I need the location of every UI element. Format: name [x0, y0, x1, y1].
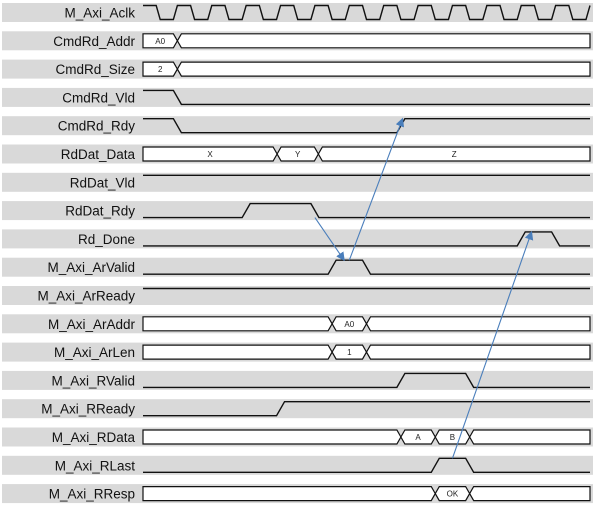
lane-m-axi-rlast	[2, 455, 593, 475]
wave-cmdrd-rdy	[143, 118, 590, 134]
signal-label-rddat-data: RdDat_Data	[61, 147, 136, 162]
causality-arrows	[314, 117, 534, 459]
signal-labels: M_Axi_Aclk CmdRd_Addr CmdRd_Size CmdRd_Vld C…	[37, 6, 135, 502]
bus-value-m-axi-arlen: 1	[347, 348, 352, 357]
bus-segment-m-axi-rresp	[468, 486, 591, 502]
bus-segment-m-axi-rresp	[142, 486, 436, 502]
wave-rd-done	[143, 231, 590, 247]
wave-m-axi-rready	[143, 401, 590, 417]
bus-value-rddat-data: X	[207, 150, 213, 159]
bus-segment-rddat-data	[317, 146, 591, 162]
bus-segment-m-axi-arlen	[142, 344, 333, 360]
signal-label-m-axi-araddr: M_Axi_ArAddr	[48, 317, 136, 332]
signal-label-cmdrd-size: CmdRd_Size	[55, 62, 135, 77]
bus-segment-m-axi-rdata	[468, 429, 591, 445]
wave-m-axi-rvalid	[143, 372, 590, 389]
bus-value-cmdrd-addr: A0	[155, 37, 165, 46]
causality-arrow	[348, 117, 405, 261]
wave-m-axi-rlast	[143, 457, 590, 473]
lane-cmdrd-vld	[2, 87, 593, 107]
bus-segment-cmdrd-size	[176, 61, 591, 77]
wave-cmdrd-vld	[143, 89, 590, 106]
signal-label-m-axi-arlen: M_Axi_ArLen	[54, 345, 135, 360]
signal-label-m-axi-rready: M_Axi_RReady	[41, 402, 135, 417]
signal-label-rddat-rdy: RdDat_Rdy	[65, 204, 135, 219]
wave-m-axi-arvalid	[143, 259, 590, 275]
bus-segment-m-axi-arlen	[365, 344, 591, 360]
lanes	[2, 3, 593, 504]
signal-label-m-axi-aclk: M_Axi_Aclk	[64, 6, 135, 21]
wave-rddat-rdy	[143, 202, 590, 219]
lane-m-axi-rready	[2, 399, 593, 419]
signal-label-cmdrd-rdy: CmdRd_Rdy	[58, 119, 136, 134]
signal-label-m-axi-arready: M_Axi_ArReady	[37, 289, 135, 304]
clock-wave	[143, 4, 591, 21]
bus-segment-m-axi-rdata	[142, 429, 402, 445]
signal-label-cmdrd-vld: CmdRd_Vld	[62, 90, 135, 105]
signal-label-m-axi-rresp: M_Axi_RResp	[49, 487, 135, 502]
signal-label-m-axi-arvalid: M_Axi_ArValid	[47, 260, 135, 275]
bus-segment-cmdrd-addr	[176, 33, 591, 49]
lane-rd-done	[2, 229, 593, 249]
lane-cmdrd-rdy	[2, 116, 593, 136]
bus-value-rddat-data: Y	[295, 150, 301, 159]
lane-rddat-rdy	[2, 201, 593, 221]
bus-value-m-axi-araddr: A0	[344, 320, 354, 329]
lane-m-axi-rvalid	[2, 370, 593, 390]
bus-value-m-axi-rresp: OK	[447, 490, 459, 499]
lane-m-axi-aclk	[2, 3, 593, 22]
bus-value-m-axi-rdata: A	[415, 433, 421, 442]
bus-segment-m-axi-araddr	[142, 316, 333, 332]
signal-label-rd-done: Rd_Done	[78, 232, 135, 247]
bus-value-cmdrd-size: 2	[158, 65, 163, 74]
bus-segment-m-axi-araddr	[365, 316, 591, 332]
bus-value-m-axi-rdata: B	[450, 433, 455, 442]
signal-label-m-axi-rdata: M_Axi_RData	[52, 430, 136, 445]
signal-label-m-axi-rvalid: M_Axi_RValid	[51, 373, 135, 388]
signal-label-cmdrd-addr: CmdRd_Addr	[53, 34, 135, 49]
bus-value-rddat-data: Z	[452, 150, 457, 159]
lane-m-axi-arvalid	[2, 257, 593, 277]
signal-label-rddat-vld: RdDat_Vld	[70, 175, 135, 190]
waveforms: A0 2 X Y Z A0 1 A B OK	[142, 4, 591, 502]
causality-arrow	[314, 217, 345, 262]
signal-label-m-axi-rlast: M_Axi_RLast	[55, 458, 136, 473]
lane-rddat-vld	[2, 172, 593, 192]
lane-m-axi-arready	[2, 286, 593, 305]
causality-arrow	[451, 230, 534, 459]
